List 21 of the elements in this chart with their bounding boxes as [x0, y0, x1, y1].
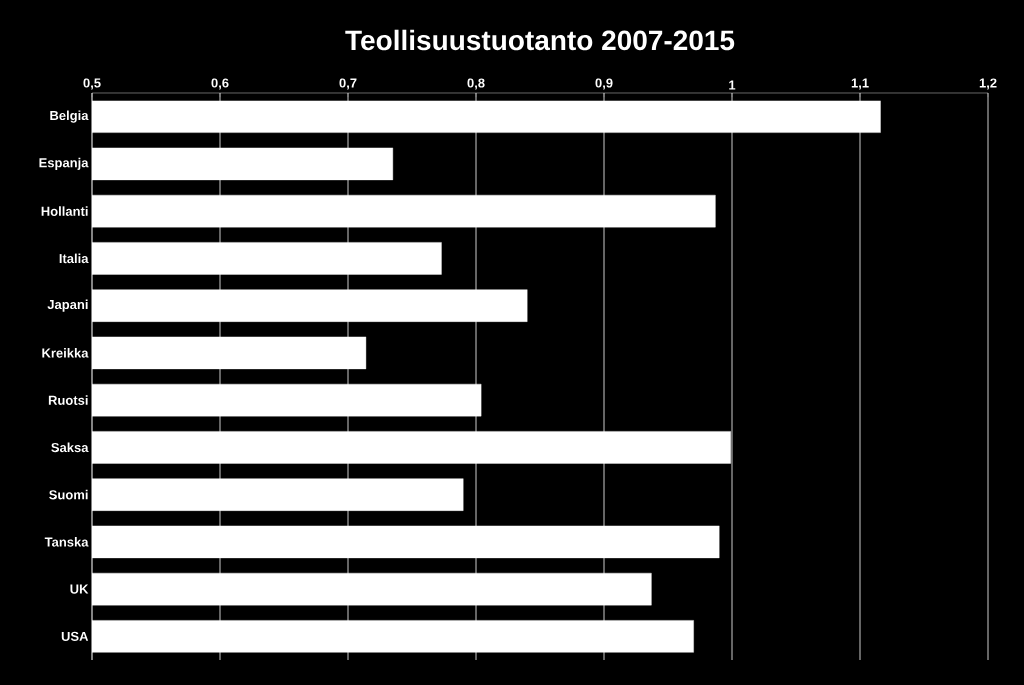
y-tick-label: Kreikka [42, 348, 89, 358]
y-tick-label: Tanska [44, 537, 89, 547]
x-tick-label: 0,8 [467, 78, 485, 90]
y-tick-label: Espanja [39, 157, 89, 170]
x-tick-label: 0,5 [83, 78, 101, 90]
x-tick-label: 0,7 [339, 78, 357, 90]
chart-title: Teollisuustuotanto 2007-2015 [345, 29, 735, 51]
x-tick-label: 1 [729, 80, 736, 90]
x-tick-label: 1,1 [851, 78, 869, 90]
y-tick-label: Hollanti [41, 206, 88, 216]
x-tick-label: 0,6 [211, 78, 229, 90]
y-tick-label: Saksa [51, 442, 89, 453]
y-tick-label: Ruotsi [48, 395, 88, 405]
y-tick-label: USA [61, 631, 89, 641]
x-tick-label: 0,9 [595, 78, 613, 90]
y-tick-label: Japani [47, 299, 88, 312]
x-tick-label: 1,2 [979, 78, 997, 90]
y-tick-label: UK [70, 584, 89, 594]
y-tick-label: Italia [59, 253, 89, 264]
y-tick-label: Belgia [50, 110, 89, 123]
y-tick-label: Suomi [49, 489, 88, 500]
